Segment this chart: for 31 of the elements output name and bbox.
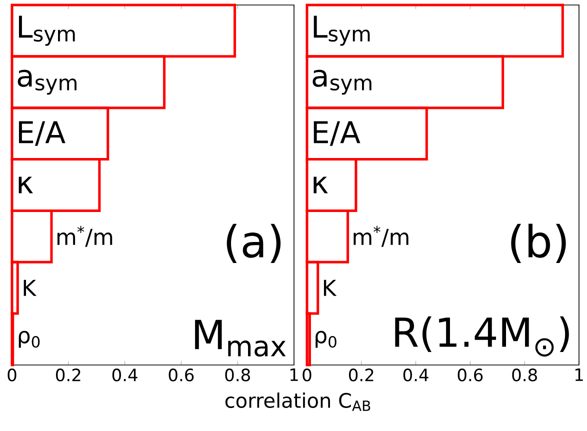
y-tick-label: K <box>24 280 37 296</box>
x-tick-label: 0.2 <box>56 368 80 382</box>
x-tick-label: 0 <box>302 368 312 382</box>
annotation: (a) <box>226 224 281 263</box>
x-tick-label: 0 <box>8 368 16 382</box>
x-tick-label: 0.8 <box>512 368 537 382</box>
x-tick-label: 1 <box>290 368 298 381</box>
y-tick-label: E/A <box>314 121 360 146</box>
x-tick-label: 0.6 <box>458 368 483 382</box>
y-tick-label: a$_{sym}$ <box>312 70 372 95</box>
x-tick-label: 0.4 <box>112 368 138 382</box>
annotation: M$_{max}$ <box>195 320 286 357</box>
y-tick-label: a$_{sym}$ <box>18 70 76 95</box>
y-tick-label: E/A <box>18 121 66 146</box>
annotation: R(1.4M$_{⊙}$) <box>395 316 569 357</box>
y-tick-label: m$^{*}$/m <box>58 226 112 247</box>
y-tick-label: κ <box>314 176 328 194</box>
y-tick-label: L$_{sym}$ <box>314 16 370 46</box>
x-axis-title: correlation C$_{AB}$ <box>225 392 370 411</box>
x-tick-label: 0.4 <box>403 368 428 382</box>
x-tick-label: 0.8 <box>225 368 250 382</box>
x-tick-label: 0.2 <box>348 368 374 382</box>
y-tick-label: ρ$_{0}$ <box>316 330 336 348</box>
y-tick-label: κ <box>18 176 33 194</box>
y-tick-label: L$_{sym}$ <box>18 16 75 46</box>
annotation: (b) <box>511 224 566 263</box>
y-tick-label: ρ$_{0}$ <box>18 330 40 348</box>
x-tick-label: 1 <box>575 368 583 381</box>
y-tick-label: K <box>324 280 337 296</box>
x-tick-label: 0.6 <box>168 368 194 382</box>
y-tick-label: m$^{*}$/m <box>354 226 408 247</box>
